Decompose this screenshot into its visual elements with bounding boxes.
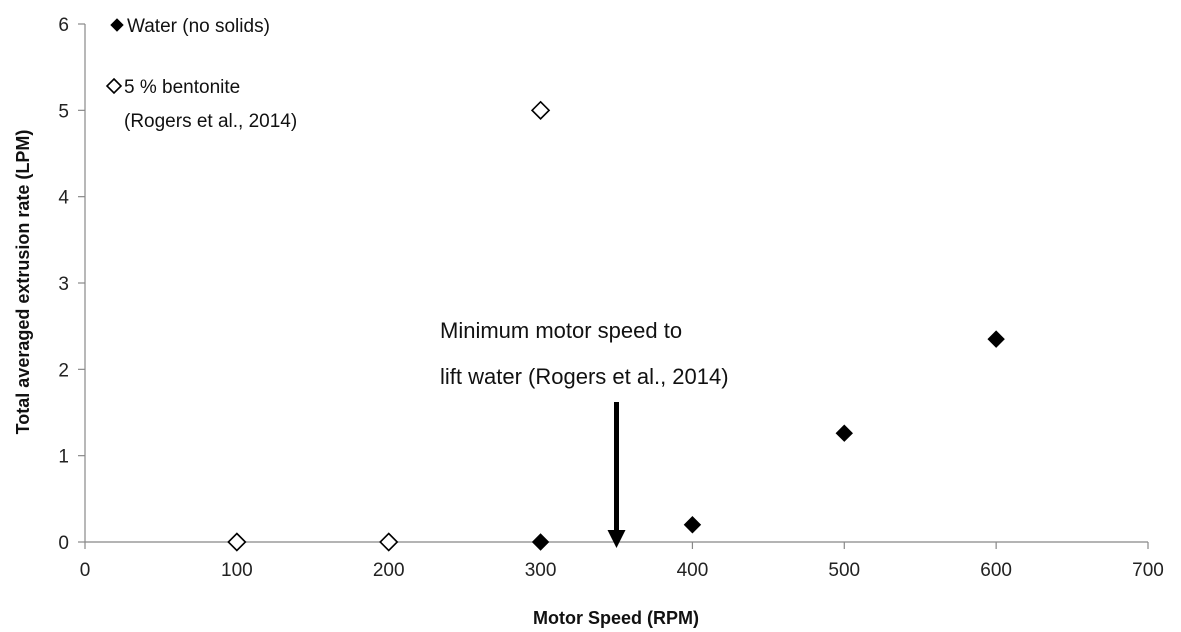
x-tick-label: 100	[221, 560, 253, 581]
y-tick-label: 4	[58, 188, 69, 209]
x-tick-label: 600	[980, 560, 1012, 581]
legend-marker-bentonite	[105, 77, 123, 95]
water-point	[835, 424, 853, 442]
bentonite-point	[379, 532, 399, 552]
x-axis-title: Motor Speed (RPM)	[533, 608, 699, 628]
y-axis-title: Total averaged extrusion rate (LPM)	[13, 130, 33, 435]
bentonite-point	[530, 100, 551, 120]
x-tick-label: 300	[525, 560, 557, 581]
annotation-line-2: lift water (Rogers et al., 2014)	[440, 364, 729, 389]
x-tick-label: 400	[677, 560, 709, 581]
x-tick-label: 700	[1132, 560, 1164, 581]
annotation-line-1: Minimum motor speed to	[440, 318, 682, 343]
bentonite-point	[227, 532, 247, 552]
annotation: Minimum motor speed to lift water (Rogers…	[440, 318, 729, 548]
y-tick-label: 3	[58, 274, 69, 295]
legend-label-bentonite-source: (Rogers et al., 2014)	[124, 111, 297, 132]
x-tick-label: 0	[80, 560, 91, 581]
legend-label-bentonite: 5 % bentonite	[124, 77, 240, 98]
water-point	[683, 516, 702, 534]
arrow-head	[607, 530, 626, 548]
data-points	[227, 100, 1005, 552]
legend-marker-water	[110, 18, 124, 32]
y-tick-label: 6	[58, 15, 69, 36]
ticks: 0 100 200 300 400 500 600 700 0 1 2 3 4 5 6	[58, 15, 1163, 581]
x-tick-label: 200	[373, 560, 405, 581]
y-tick-label: 0	[58, 533, 69, 554]
y-tick-label: 2	[58, 360, 69, 381]
legend: Water (no solids) 5 % bentonite (Rogers et…	[105, 16, 297, 132]
legend-label-water: Water (no solids)	[127, 16, 270, 37]
water-point	[987, 330, 1005, 348]
y-tick-label: 1	[58, 447, 69, 468]
y-tick-label: 5	[58, 101, 69, 122]
water-point	[531, 533, 550, 551]
x-tick-label: 500	[828, 560, 860, 581]
